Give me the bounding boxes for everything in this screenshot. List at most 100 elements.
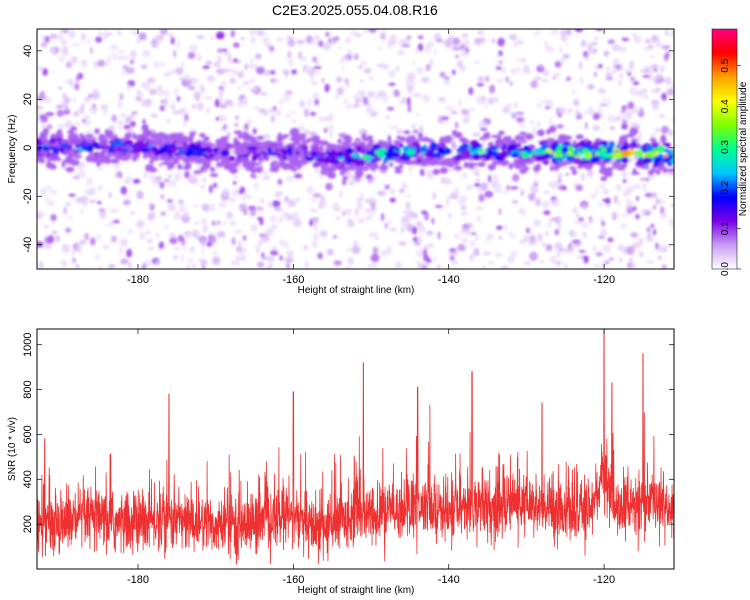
heatmap-cell [633,35,642,44]
heatmap-cell [154,157,159,162]
heatmap-cell [575,115,583,120]
heatmap-cell [586,42,592,48]
heatmap-cell [233,175,239,179]
heatmap-cell [601,97,606,103]
heatmap-cell [202,65,211,69]
heatmap-cell [451,260,459,266]
heatmap-cell [409,160,418,165]
heatmap-cell [652,35,656,44]
heatmap-cell [179,132,184,139]
heatmap-cell [661,125,669,134]
heatmap-cell [223,68,232,73]
heatmap-cell [589,48,597,55]
heatmap-cell [159,105,165,112]
heatmap-cell [81,145,91,150]
heatmap-cell [202,163,211,170]
heatmap-cell [187,135,194,142]
heatmap-cell [154,149,160,157]
heatmap-cell [302,245,309,251]
heatmap-cell [459,145,467,151]
heatmap-cell [607,237,614,243]
heatmap-cell [270,70,276,75]
heatmap-cell [455,54,459,59]
heatmap-cell [136,90,144,98]
heatmap-cell [359,60,368,66]
heatmap-cell [43,150,48,155]
heatmap-cell [375,93,380,101]
heatmap-cell [140,98,146,108]
heatmap-cell [275,149,280,154]
heatmap-cell [287,38,296,47]
heatmap-cell [240,37,246,41]
heatmap-cell [386,44,392,50]
heatmap-cell [360,159,365,167]
heatmap-cell [654,79,663,84]
heatmap-cell [581,39,586,48]
heatmap-cell [98,137,108,142]
heatmap-cell [166,119,170,123]
heatmap-cell [384,184,391,190]
heatmap-cell [233,42,240,48]
heatmap-cell [173,246,182,251]
heatmap-cell [640,106,644,113]
heatmap-cell [263,154,268,160]
heatmap-cell [384,222,389,229]
heatmap-cell [127,228,133,235]
heatmap-cell [129,50,137,59]
heatmap-cell [568,108,572,114]
heatmap-cell [609,126,616,130]
heatmap-cell [365,174,373,180]
heatmap-cell [61,92,68,100]
heatmap-cell [451,160,460,166]
heatmap-cell [607,114,615,123]
heatmap-cell [352,103,361,108]
y-tick-label: 200 [22,515,34,533]
heatmap-cell [372,246,379,255]
heatmap-cell [180,214,188,223]
heatmap-cell [149,159,154,164]
heatmap-cell [543,41,549,47]
heatmap-cell [429,58,434,67]
heatmap-cell [323,127,328,133]
heatmap-cell [274,193,280,199]
heatmap-cell [471,132,481,137]
heatmap-cell [629,86,638,96]
heatmap-cell [97,166,104,171]
heatmap-cell [587,106,593,114]
heatmap-cell [519,135,525,141]
heatmap-cell [264,266,269,269]
heatmap-cell [519,131,527,136]
heatmap-cell [221,188,230,197]
heatmap-cell [242,81,251,86]
heatmap-cell [70,55,78,64]
heatmap-cell [446,149,451,155]
heatmap-cell [337,152,344,158]
heatmap-cell [651,148,659,153]
heatmap-cell [408,166,414,172]
heatmap-cell [56,109,65,117]
snr-line [37,329,674,565]
heatmap-cell [189,131,197,137]
heatmap-cell [96,233,101,242]
heatmap-cell [644,39,652,43]
heatmap-cell [545,244,553,252]
heatmap-cell [659,206,665,214]
heatmap-cell [63,79,70,84]
snr-panel: -180 -160 -140 -120 200 400 600 800 1000 Height… [7,328,675,596]
heatmap-cell [124,179,131,184]
heatmap-cell [399,143,404,148]
heatmap-cell [260,91,268,97]
heatmap-cell [260,198,265,204]
heatmap-cell [307,99,312,108]
heatmap-cell [189,246,195,252]
heatmap-cell [570,230,578,237]
colorbar-tick-label: 0.0 [720,262,731,276]
heatmap-cell [426,172,435,180]
heatmap-cell [614,117,621,121]
heatmap-cell [378,152,385,159]
heatmap-cell [299,55,308,62]
heatmap-cell [554,60,562,68]
heatmap-cell [488,98,494,105]
heatmap-cell [486,233,495,239]
heatmap-cell [43,243,53,250]
